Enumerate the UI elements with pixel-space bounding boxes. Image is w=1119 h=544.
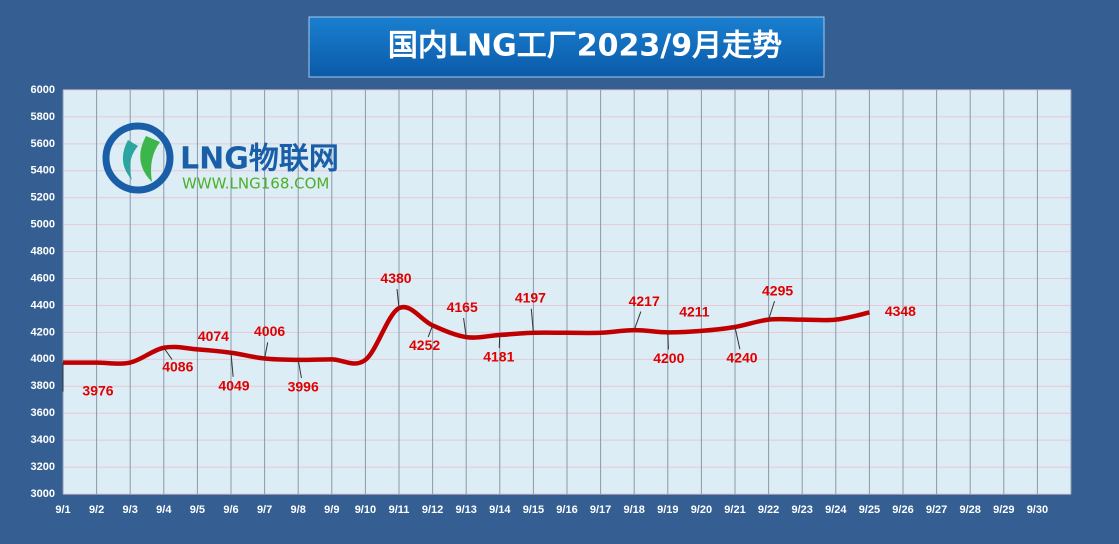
y-tick-label: 4800: [31, 246, 55, 258]
x-tick-label: 9/10: [355, 504, 376, 516]
leader-line: [768, 300, 776, 320]
data-label: 4295: [762, 282, 793, 298]
logo-leaf: [140, 136, 160, 182]
x-tick-label: 9/3: [123, 504, 138, 516]
data-label: 4252: [409, 337, 440, 353]
data-label: 4197: [515, 290, 546, 306]
x-tick-label: 9/25: [859, 504, 880, 516]
data-label: 4049: [218, 377, 249, 393]
leader-line: [734, 326, 741, 350]
y-tick-label: 4600: [31, 272, 55, 284]
y-tick-label: 3800: [31, 380, 55, 392]
x-tick-label: 9/2: [89, 504, 104, 516]
y-tick-label: 5400: [31, 165, 55, 177]
x-tick-label: 9/5: [190, 504, 205, 516]
leader-line: [264, 342, 269, 359]
x-tick-label: 9/21: [724, 504, 745, 516]
y-tick-label: 3600: [31, 407, 55, 419]
x-tick-label: 9/4: [156, 504, 172, 516]
x-tick-label: 9/29: [993, 504, 1014, 516]
x-tick-label: 9/1: [55, 504, 70, 516]
x-tick-label: 9/27: [926, 504, 947, 516]
logo-leaf: [122, 140, 138, 180]
logo-name: LNG物联网: [180, 142, 339, 177]
x-tick-label: 9/11: [389, 504, 410, 516]
y-tick-label: 3000: [31, 488, 55, 500]
leader-line: [463, 317, 467, 338]
data-label: 3996: [288, 379, 319, 395]
y-tick-label: 3400: [31, 434, 55, 446]
data-label: 4380: [380, 270, 411, 286]
x-tick-label: 9/16: [556, 504, 577, 516]
y-tick-label: 5200: [31, 192, 55, 204]
data-label: 4006: [254, 323, 285, 339]
x-tick-label: 9/23: [791, 504, 812, 516]
leader-line: [498, 334, 501, 348]
x-tick-label: 9/20: [691, 504, 712, 516]
x-tick-label: 9/6: [223, 504, 238, 516]
x-tick-label: 9/19: [657, 504, 678, 516]
title-box: [308, 16, 825, 78]
data-label: 4074: [198, 328, 229, 344]
leader-line: [633, 311, 642, 331]
logo-ring: [102, 122, 174, 194]
leader-line: [163, 347, 173, 360]
leader-line: [230, 352, 234, 377]
data-label: 3976: [82, 382, 113, 398]
logo-url: WWW.LNG168.COM: [182, 175, 329, 193]
y-tick-label: 6000: [31, 84, 55, 96]
x-tick-label: 9/17: [590, 504, 611, 516]
leader-line: [396, 289, 400, 309]
y-tick-label: 3200: [31, 461, 55, 473]
data-label: 4086: [162, 358, 193, 374]
x-tick-label: 9/8: [291, 504, 306, 516]
x-tick-label: 9/12: [422, 504, 443, 516]
leader-line: [667, 332, 669, 350]
x-tick-label: 9/9: [324, 504, 339, 516]
y-tick-label: 4200: [31, 326, 55, 338]
y-tick-label: 4400: [31, 299, 55, 311]
leader-line: [530, 308, 534, 333]
data-label: 4348: [885, 303, 916, 319]
x-tick-label: 9/26: [892, 504, 913, 516]
data-label: 4217: [629, 293, 660, 309]
logo: LNG物联网 WWW.LNG168.COM: [102, 122, 339, 194]
x-tick-label: 9/28: [959, 504, 980, 516]
data-label: 4240: [726, 350, 757, 366]
x-tick-label: 9/7: [257, 504, 272, 516]
y-tick-label: 5600: [31, 138, 55, 150]
x-tick-label: 9/18: [623, 504, 644, 516]
x-tick-label: 9/14: [489, 504, 511, 516]
leader-line: [297, 359, 302, 379]
y-tick-label: 5000: [31, 219, 55, 231]
leader-line: [427, 325, 434, 338]
data-label: 4200: [653, 350, 684, 366]
y-tick-label: 5800: [31, 111, 55, 123]
data-label: 4211: [679, 304, 710, 320]
data-label: 4165: [447, 299, 478, 315]
x-tick-label: 9/24: [825, 504, 847, 516]
data-label: 4181: [483, 349, 514, 365]
chart-title: 国内LNG工厂2023/9月走势: [388, 29, 782, 64]
y-tick-label: 4000: [31, 353, 55, 365]
x-tick-label: 9/13: [455, 504, 476, 516]
x-tick-label: 9/15: [523, 504, 544, 516]
x-tick-label: 9/22: [758, 504, 779, 516]
x-tick-label: 9/30: [1027, 504, 1048, 516]
